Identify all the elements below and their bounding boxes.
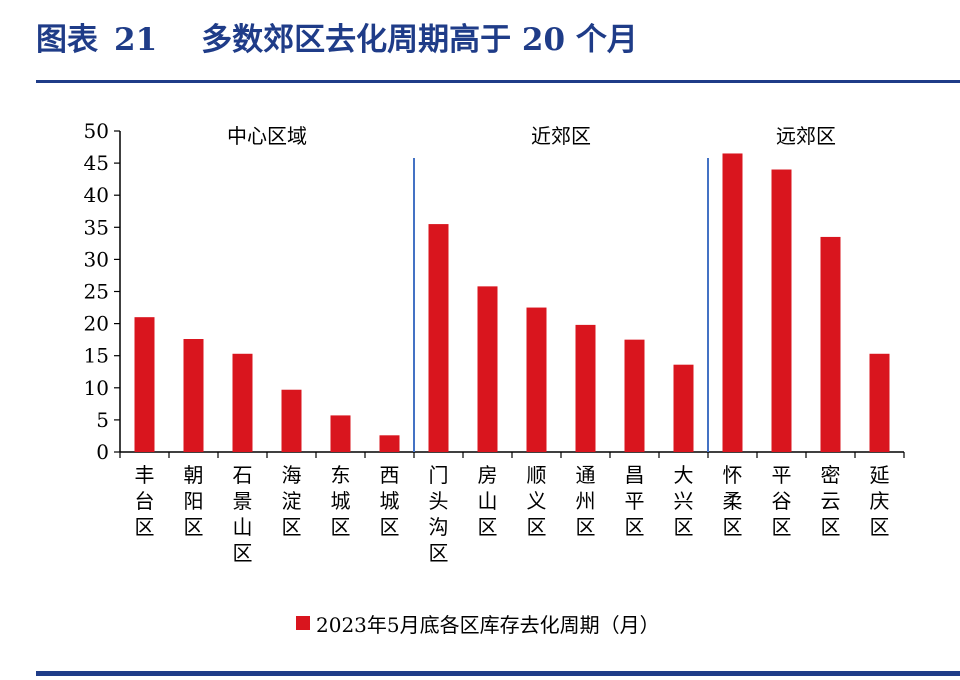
bar	[575, 324, 596, 452]
y-tick-label: 0	[96, 440, 109, 464]
legend: 2023年5月底各区库存去化周期（月）	[296, 611, 660, 637]
figure-title-text: 多数郊区去化周期高于 20 个月	[201, 22, 638, 58]
group-label: 远郊区	[776, 124, 836, 148]
y-tick-label: 10	[84, 376, 109, 400]
y-tick-label: 45	[84, 151, 109, 175]
x-tick-label: 门头沟区	[429, 463, 449, 565]
bar	[428, 224, 449, 452]
figure-number: 21	[114, 22, 158, 58]
x-tick-label: 丰台区	[135, 463, 155, 539]
bar	[330, 415, 351, 452]
bar	[869, 353, 890, 452]
x-tick-label: 朝阳区	[184, 463, 204, 539]
bar	[183, 339, 204, 452]
bar	[771, 169, 792, 452]
y-tick-label: 25	[84, 280, 109, 304]
bar	[526, 307, 547, 452]
bar	[820, 236, 841, 452]
figure-label: 图表	[36, 22, 98, 58]
x-tick-label: 大兴区	[674, 463, 694, 539]
group-label: 中心区域	[227, 124, 307, 148]
x-tick-label: 通州区	[576, 463, 596, 539]
bar	[624, 339, 645, 452]
y-tick-label: 30	[84, 247, 109, 271]
chart-title: 图表 21 多数郊区去化周期高于 20 个月	[36, 10, 638, 70]
x-tick-label: 石景山区	[233, 463, 253, 565]
bar	[673, 364, 694, 452]
footer-rule	[36, 671, 960, 676]
group-label: 近郊区	[531, 124, 591, 148]
x-tick-label: 延庆区	[870, 463, 890, 539]
x-tick-label: 东城区	[331, 463, 351, 539]
bar	[379, 435, 400, 452]
x-tick-label: 海淀区	[282, 463, 302, 539]
y-tick-label: 20	[84, 312, 109, 336]
x-tick-label: 昌平区	[625, 463, 645, 539]
bar	[134, 317, 155, 452]
y-tick-label: 40	[84, 183, 109, 207]
bar	[281, 389, 302, 452]
x-tick-label: 顺义区	[527, 463, 547, 539]
x-tick-label: 密云区	[821, 463, 841, 539]
bar	[477, 286, 498, 452]
bar	[722, 153, 743, 452]
y-tick-label: 50	[84, 119, 109, 143]
legend-swatch	[296, 616, 310, 630]
y-tick-label: 5	[96, 408, 109, 432]
title-rule	[36, 80, 960, 83]
x-tick-label: 西城区	[380, 463, 400, 539]
legend-label: 2023年5月底各区库存去化周期（月）	[316, 612, 660, 637]
x-tick-label: 平谷区	[772, 463, 792, 539]
y-tick-label: 15	[84, 344, 109, 368]
x-tick-label: 房山区	[478, 463, 498, 539]
bar	[232, 353, 253, 452]
x-tick-label: 怀柔区	[723, 463, 743, 539]
y-tick-label: 35	[84, 215, 109, 239]
